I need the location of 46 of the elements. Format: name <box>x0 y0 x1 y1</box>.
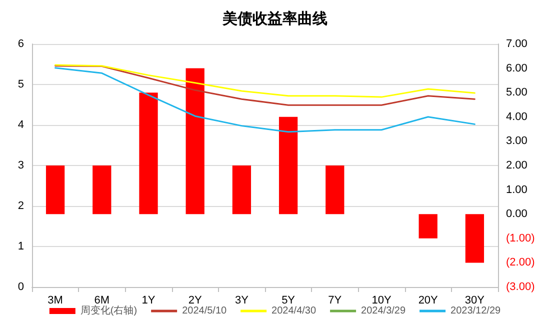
y2-tick-label: (1.00) <box>506 232 535 244</box>
bar <box>46 166 65 214</box>
y-tick-label: 3 <box>18 160 24 172</box>
legend-label: 2023/12/29 <box>450 306 502 316</box>
y2-tick-label: 3.00 <box>506 135 528 148</box>
line-series <box>54 64 476 98</box>
bar <box>418 214 438 238</box>
y-tick-label: 0 <box>18 281 24 293</box>
x-tick-label: 1Y <box>142 294 156 306</box>
bar <box>232 166 252 214</box>
x-tick-label: 6M <box>94 294 110 306</box>
bar <box>326 166 344 214</box>
bar <box>465 214 484 263</box>
y2-tick-label: (2.00) <box>506 256 535 269</box>
y2-tick-label: (3.00) <box>506 281 535 293</box>
y-tick-label: 6 <box>18 38 24 50</box>
x-tick-label: 20Y <box>418 294 439 306</box>
x-tick-label: 3M <box>48 294 63 306</box>
y2-tick-label: 1.00 <box>506 184 528 196</box>
x-tick-label: 10Y <box>372 294 392 306</box>
legend-label: 2024/4/30 <box>272 306 316 316</box>
y2-tick-label: 6.00 <box>506 62 528 74</box>
line-series <box>54 67 476 133</box>
y-tick-label: 1 <box>18 240 24 252</box>
x-tick-label: 30Y <box>464 294 486 306</box>
y2-tick-label: 2.00 <box>506 160 528 172</box>
line-series <box>54 65 476 106</box>
legend-label: 周变化(右轴) <box>80 304 138 316</box>
y-tick-label: 2 <box>18 200 24 212</box>
x-tick-label: 5Y <box>282 294 296 306</box>
bar <box>278 116 298 214</box>
x-tick-label: 3Y <box>234 294 250 306</box>
x-tick-label: 2Y <box>188 294 202 306</box>
chart-title: 美债收益率曲线 <box>222 10 328 28</box>
legend-label: 2024/5/10 <box>182 306 227 316</box>
y-tick-label: 5 <box>18 78 24 90</box>
legend-label: 2024/3/29 <box>361 306 406 316</box>
y2-tick-label: 4.00 <box>506 110 528 123</box>
y-tick-label: 4 <box>18 119 24 131</box>
y2-tick-label: 5.00 <box>506 86 528 99</box>
x-tick-label: 7Y <box>328 294 342 306</box>
y2-tick-label: 0.00 <box>506 208 528 220</box>
y2-tick-label: 7.00 <box>506 38 528 50</box>
bar <box>92 166 112 214</box>
bar <box>186 68 204 214</box>
bar <box>139 92 158 214</box>
